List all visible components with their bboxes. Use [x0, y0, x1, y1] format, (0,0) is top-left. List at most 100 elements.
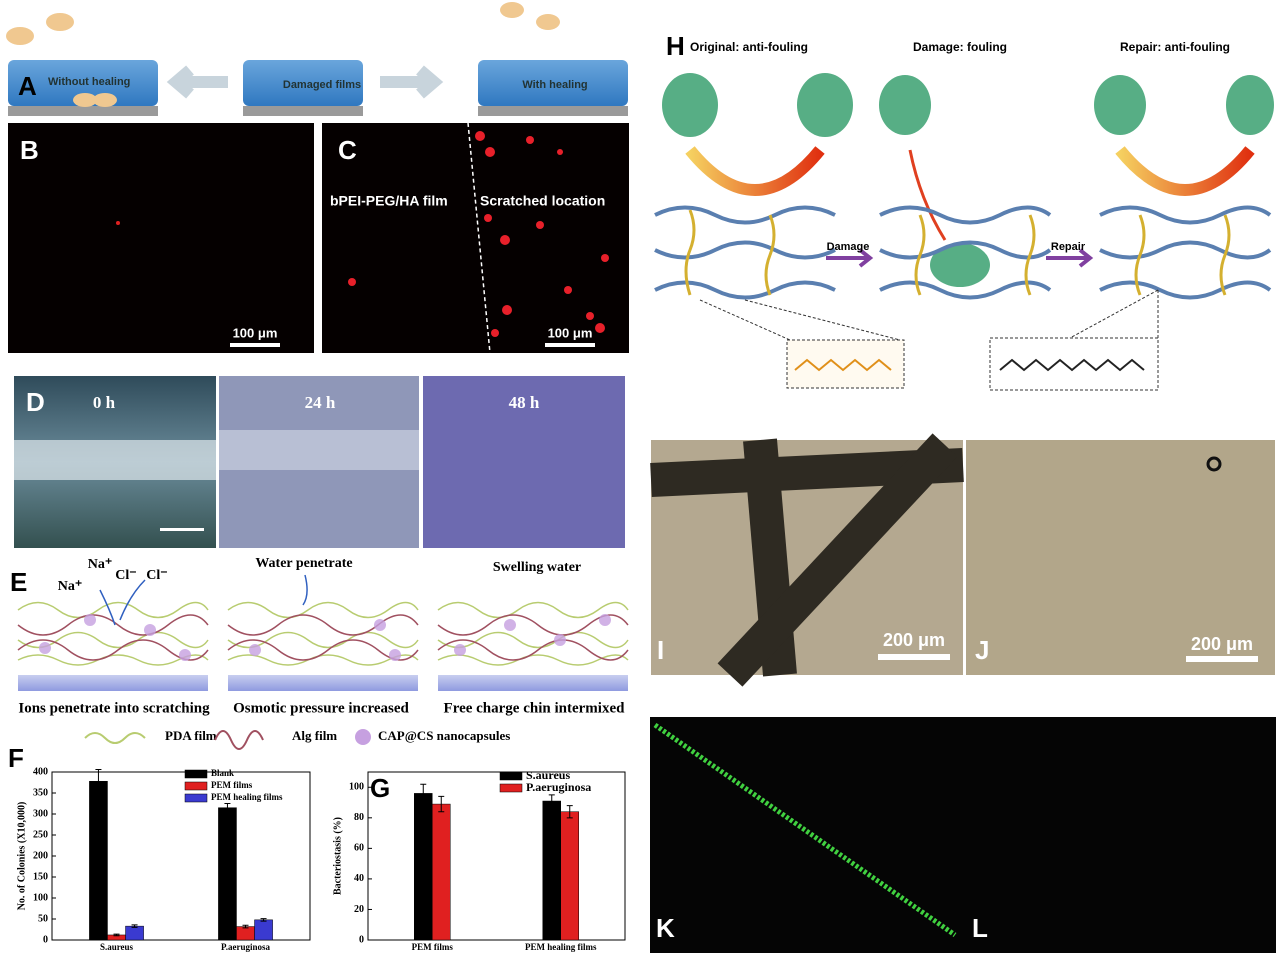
legend-swatch — [184, 793, 208, 803]
substrate — [8, 106, 158, 116]
bar — [89, 780, 108, 941]
y-tick-label: 0 — [43, 934, 48, 945]
legend-swatch — [214, 730, 264, 750]
bar — [414, 793, 433, 941]
y-tick-label: 100 — [33, 892, 48, 903]
bar — [560, 811, 579, 941]
legend-label: PDA film — [165, 728, 217, 743]
panel-label: D — [26, 387, 45, 417]
y-tick-label: 0 — [359, 934, 364, 945]
film — [8, 60, 158, 106]
legend-swatch — [355, 729, 371, 745]
arrow — [826, 248, 874, 268]
panel-label: L — [972, 913, 988, 943]
fluorescence — [653, 722, 957, 938]
caption: Ions penetrate into scratching — [18, 700, 210, 716]
y-tick-label: 300 — [33, 808, 48, 819]
arrow — [1115, 146, 1255, 196]
arrow — [166, 65, 228, 99]
y-tick-label: 150 — [33, 871, 48, 882]
panel-label: E — [10, 567, 27, 597]
caption: bPEI-PEG/HA film — [330, 193, 448, 209]
bar — [236, 926, 255, 941]
caption: Without healing — [48, 76, 130, 88]
cell — [536, 14, 560, 30]
scale-label: 100 μm — [233, 325, 278, 340]
panel-label: K — [656, 913, 675, 943]
error-bar — [260, 918, 267, 922]
stage-label: Damage: fouling — [913, 40, 1007, 54]
legend-label: Blank — [211, 768, 234, 778]
cell — [6, 27, 34, 45]
error-bar — [438, 795, 445, 813]
legend-label: Alg film — [292, 728, 337, 743]
network — [654, 205, 1272, 300]
legend-label: S.aureus — [526, 768, 570, 782]
panel-h — [654, 73, 1274, 391]
x-tick-label: PEM films — [412, 942, 454, 952]
scale-bar — [1186, 656, 1258, 662]
scale-bar — [878, 654, 950, 660]
arrow-label: Damage — [827, 241, 870, 253]
film — [478, 60, 628, 106]
caption: Water penetrate — [255, 556, 352, 571]
panel-label: C — [338, 135, 357, 165]
scale-bar — [230, 343, 280, 347]
image — [8, 123, 314, 353]
x-tick-label: P.aeruginosa — [221, 942, 270, 952]
substrate — [228, 675, 418, 691]
panel-label: A — [18, 71, 37, 101]
arrow — [1046, 248, 1094, 268]
substrate — [438, 675, 628, 691]
nanocapsules — [39, 614, 611, 661]
substrate — [478, 106, 628, 116]
callout — [699, 289, 1159, 341]
caption: Scratched location — [480, 193, 605, 209]
bar — [125, 925, 144, 941]
error-bar — [420, 783, 427, 804]
time-label: 24 h — [305, 393, 336, 412]
x-tick-label: S.aureus — [100, 942, 134, 952]
protein — [662, 73, 1274, 287]
y-tick-label: 80 — [354, 812, 364, 823]
image — [650, 717, 1276, 953]
error-bar — [224, 803, 231, 813]
scale-label: 200 μm — [883, 630, 945, 650]
structure-box — [786, 339, 905, 389]
image — [966, 440, 1275, 675]
y-tick-label: 40 — [354, 873, 364, 884]
arrow — [685, 146, 825, 196]
caption: Osmotic pressure increased — [233, 700, 409, 716]
panel-label: F — [8, 743, 24, 773]
scale-label: 200 μm — [1191, 634, 1253, 654]
y-tick-label: 100 — [349, 782, 364, 793]
y-axis-label: No. of Colonies (X10,000) — [16, 802, 27, 911]
panel-label: H — [666, 31, 685, 61]
caption: Free charge chin intermixed — [444, 700, 626, 716]
y-tick-label: 20 — [354, 904, 364, 915]
arrow — [380, 65, 444, 99]
panel-a: A Without healing Damaged films With hea… — [6, 2, 628, 116]
error-bar — [131, 924, 138, 928]
y-tick-label: 200 — [33, 850, 48, 861]
bar — [542, 800, 562, 941]
caption: Swelling water — [493, 560, 581, 575]
arrow — [908, 149, 947, 241]
structure — [999, 358, 1145, 372]
legend-swatch — [499, 771, 523, 781]
cell — [116, 221, 120, 225]
image — [322, 123, 629, 353]
scale-bar — [545, 343, 595, 347]
time-label: 48 h — [509, 393, 540, 412]
stage-label: Repair: anti-fouling — [1120, 40, 1230, 54]
bar — [218, 807, 237, 941]
error-bar — [242, 924, 249, 929]
film — [243, 60, 363, 106]
scratch — [14, 440, 216, 480]
legend-label: CAP@CS nanocapsules — [378, 728, 510, 743]
ion: Na⁺ — [88, 557, 113, 572]
caption: Damaged films — [283, 79, 361, 91]
scratch — [219, 430, 419, 470]
y-tick-label: 350 — [33, 787, 48, 798]
